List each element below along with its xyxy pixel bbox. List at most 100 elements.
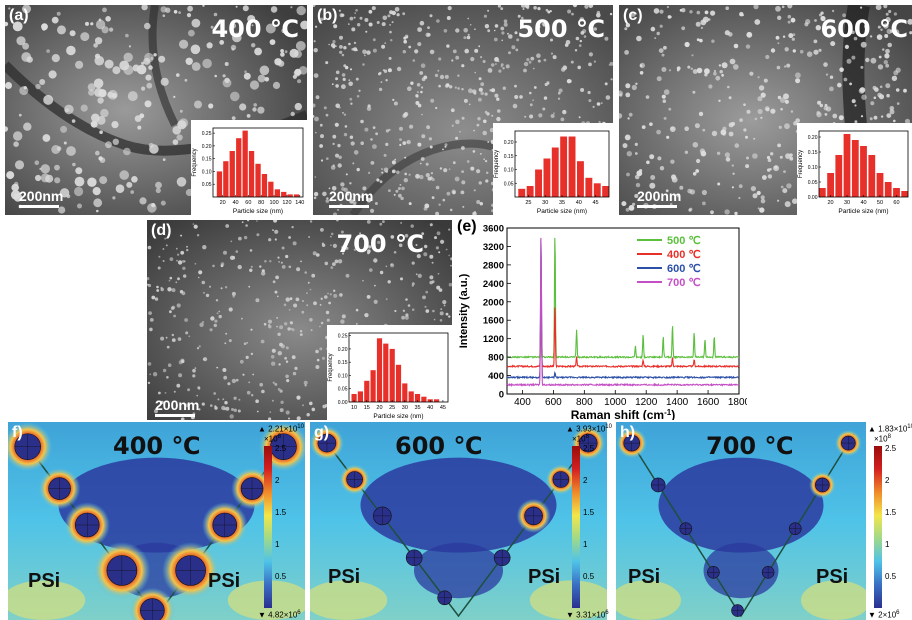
particle <box>345 273 350 278</box>
particle <box>461 170 464 174</box>
particle <box>783 170 786 174</box>
particle <box>359 232 361 235</box>
particle <box>332 243 337 248</box>
particle <box>222 74 226 78</box>
particle <box>463 28 468 33</box>
particle <box>251 43 256 48</box>
legend-label: 400 ℃ <box>667 249 701 261</box>
particle <box>662 99 667 103</box>
particle <box>725 6 729 10</box>
particle <box>763 78 768 83</box>
x-tick-label: 1600 <box>697 397 720 408</box>
particle <box>889 106 895 111</box>
particle <box>250 265 253 268</box>
particle <box>225 224 230 228</box>
particle <box>288 265 292 269</box>
particle <box>182 266 186 270</box>
particle <box>343 46 347 50</box>
particle <box>451 59 454 62</box>
particle <box>169 310 172 314</box>
particle <box>385 79 388 82</box>
particle <box>332 134 337 139</box>
particle <box>738 196 741 200</box>
particle <box>232 295 235 298</box>
particle <box>192 368 196 373</box>
particle <box>760 116 763 119</box>
particle <box>403 36 407 40</box>
particle <box>198 408 201 411</box>
histogram-bar <box>593 183 601 198</box>
particle <box>390 235 395 239</box>
particle <box>229 414 234 419</box>
particle <box>544 82 548 87</box>
particle <box>522 8 525 10</box>
particle <box>385 129 389 133</box>
particle <box>424 305 427 308</box>
particle <box>695 21 701 27</box>
particle <box>387 14 391 18</box>
particle <box>567 9 572 14</box>
particle <box>817 100 822 105</box>
particle <box>320 321 324 325</box>
particle <box>877 25 881 29</box>
colorbar-tick-label: 1 <box>275 540 280 549</box>
field-warm-region <box>529 580 607 620</box>
colorbar-g: ▲ 3.93×1010 ×108 2.5 2 1.5 1 0.5 ▼ 3.31×106 <box>566 424 616 620</box>
particle <box>440 239 445 244</box>
particle <box>75 167 83 175</box>
particle <box>889 29 894 33</box>
particle <box>777 199 780 202</box>
particle <box>10 190 21 200</box>
particle <box>316 253 320 257</box>
particle <box>224 77 230 84</box>
particle <box>466 35 471 40</box>
particle <box>649 154 655 160</box>
particle <box>342 77 346 81</box>
particle <box>635 82 638 86</box>
particle <box>497 109 501 113</box>
particle <box>325 61 329 65</box>
particle <box>102 7 107 13</box>
histogram-bar <box>868 155 876 197</box>
particle <box>225 406 230 411</box>
particle <box>320 228 324 232</box>
particle <box>294 68 302 76</box>
particle <box>51 54 60 63</box>
particle <box>176 73 180 77</box>
particle <box>860 6 863 9</box>
particle <box>625 92 631 98</box>
particle <box>355 9 358 12</box>
particle <box>762 175 767 180</box>
particle <box>94 37 103 45</box>
particle <box>272 280 276 284</box>
particle <box>442 198 446 202</box>
particle <box>397 187 401 190</box>
particle <box>281 246 285 250</box>
particle <box>366 50 371 55</box>
particle <box>681 26 686 31</box>
particle <box>398 193 402 198</box>
particle <box>335 220 339 222</box>
y-tick-label: 0.25 <box>202 131 212 137</box>
particle <box>514 31 518 35</box>
colorbar-tick-label: 2.5 <box>885 444 897 453</box>
particle <box>604 36 609 41</box>
particle <box>228 307 233 312</box>
particle <box>480 56 483 59</box>
particle <box>805 19 811 25</box>
particle <box>255 298 260 303</box>
particle <box>160 200 166 206</box>
particle <box>319 325 321 328</box>
particle <box>460 190 465 195</box>
particle <box>421 86 424 89</box>
particle <box>309 288 312 291</box>
particle <box>16 36 26 46</box>
particle <box>657 156 662 161</box>
particle <box>724 209 730 215</box>
particle <box>186 248 189 252</box>
particle <box>88 89 95 96</box>
particle <box>483 158 486 161</box>
particle <box>577 65 581 70</box>
temperature-label-b: 500 ℃ <box>517 15 605 43</box>
particle <box>311 273 316 278</box>
